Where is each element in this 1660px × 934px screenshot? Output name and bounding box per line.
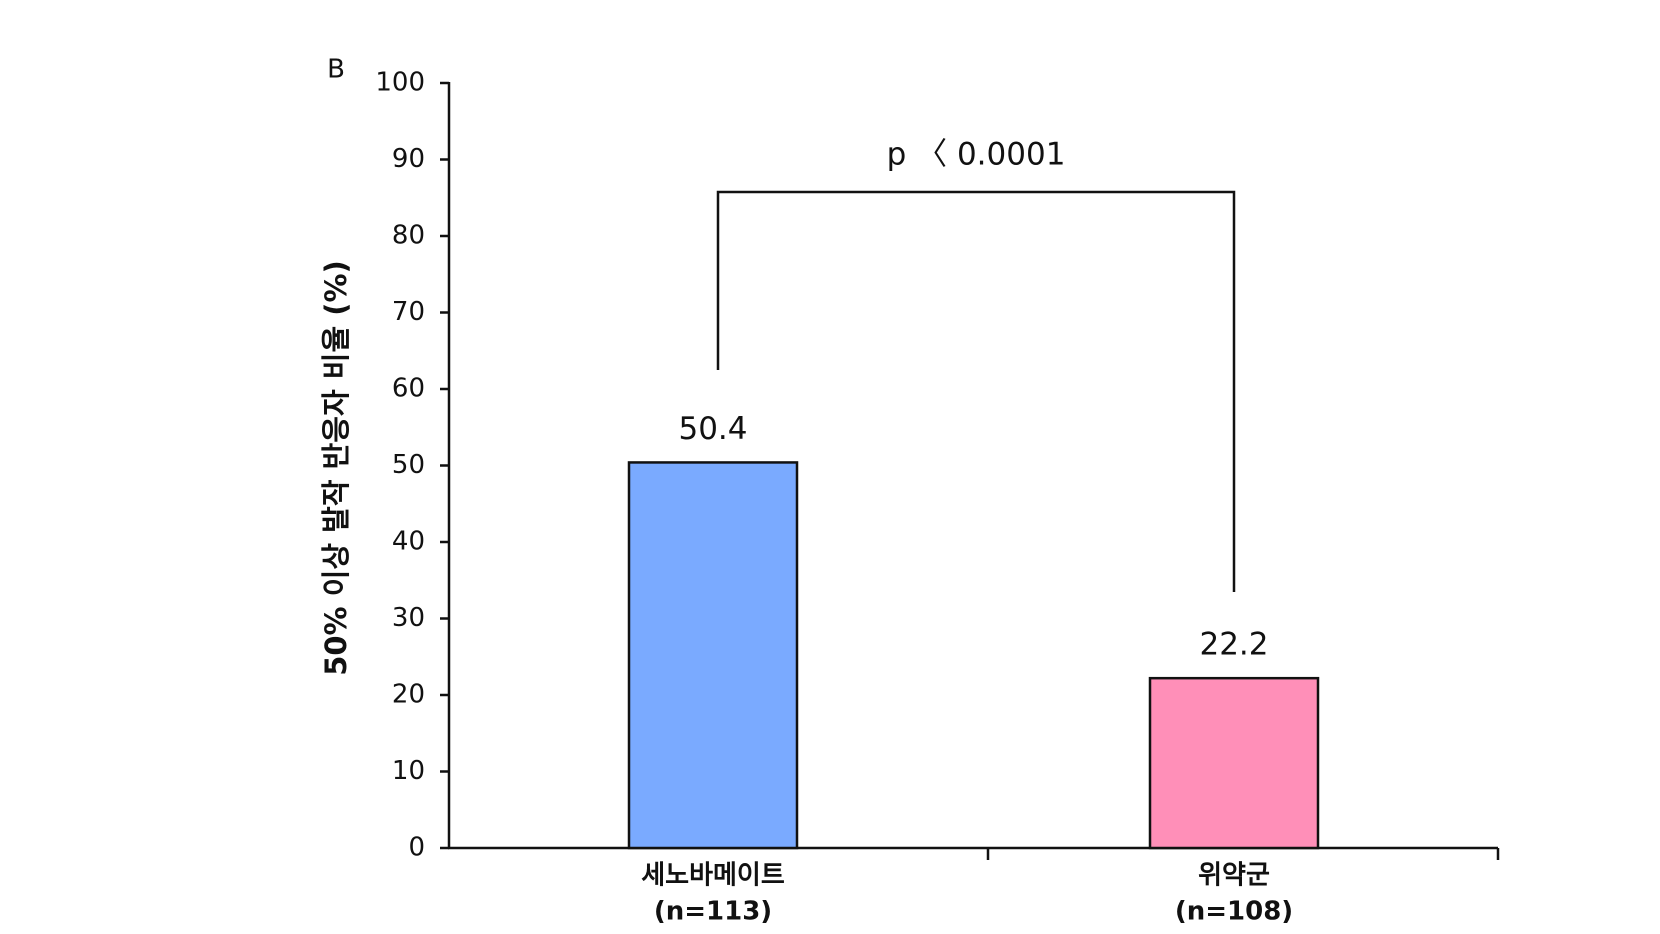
y-tick-label: 60 [392,374,425,404]
y-tick-label: 10 [392,756,425,786]
y-axis-label: 50% 이상 발작 반응자 비율 (%) [319,260,353,676]
value-label: 22.2 [1199,627,1268,663]
y-tick-label: 0 [408,833,425,863]
bar [627,461,799,850]
panel-label: B [327,55,345,85]
significance-bracket [716,190,1236,592]
x-tick-label: 세노바메이트 [641,861,785,891]
value-label: 50.4 [678,411,747,447]
y-tick-label: 100 [375,68,425,98]
y-tick-label: 30 [392,603,425,633]
x-tick-label: 위약군 [1198,861,1270,891]
x-tick-label: (n=113) [654,897,772,927]
x-tick-label: (n=108) [1175,897,1293,927]
y-tick-label: 90 [392,144,425,174]
bar [1148,676,1320,850]
y-tick-label: 40 [392,527,425,557]
y-tick-label: 80 [392,221,425,251]
y-tick-label: 20 [392,680,425,710]
annotation: p 〈 0.0001 [887,137,1066,173]
y-tick-label: 50 [392,450,425,480]
y-tick-label: 70 [392,297,425,327]
